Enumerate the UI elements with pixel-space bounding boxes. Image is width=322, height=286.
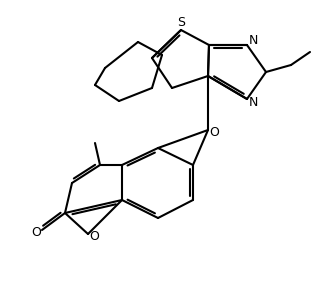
Text: S: S <box>177 15 185 29</box>
Text: O: O <box>209 126 219 138</box>
Text: O: O <box>31 225 41 239</box>
Text: N: N <box>248 96 258 110</box>
Text: O: O <box>89 229 99 243</box>
Text: N: N <box>248 35 258 47</box>
